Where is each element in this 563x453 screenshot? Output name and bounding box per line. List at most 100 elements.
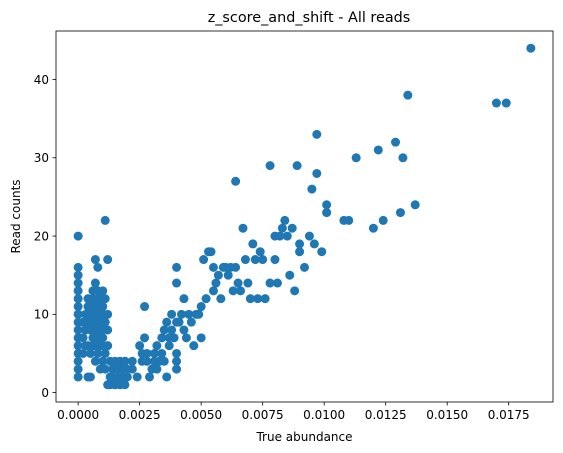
x-tick-label: 0.0075 <box>242 408 284 422</box>
data-point <box>208 286 218 296</box>
data-point <box>272 278 282 288</box>
data-point <box>491 98 501 108</box>
data-point <box>73 294 83 304</box>
data-point <box>287 223 297 233</box>
data-point <box>152 364 162 374</box>
data-point <box>233 278 243 288</box>
data-point <box>373 145 383 155</box>
data-point <box>245 294 255 304</box>
x-tick-label: 0.0175 <box>488 408 530 422</box>
y-tick-label: 40 <box>34 73 49 87</box>
data-point <box>164 341 174 351</box>
data-point <box>368 223 378 233</box>
data-point <box>142 356 152 366</box>
data-point <box>149 348 159 358</box>
data-point <box>410 200 420 210</box>
data-point <box>277 223 287 233</box>
data-point <box>231 176 241 186</box>
data-point <box>135 341 145 351</box>
data-point <box>172 262 182 272</box>
y-tick-label: 10 <box>34 308 49 322</box>
data-point <box>292 161 302 171</box>
data-point <box>184 309 194 319</box>
data-point <box>295 239 305 249</box>
data-point <box>322 200 332 210</box>
data-point <box>501 98 511 108</box>
data-point <box>85 348 95 358</box>
data-point <box>100 215 110 225</box>
data-point <box>317 247 327 257</box>
data-point <box>179 325 189 335</box>
data-point <box>208 262 218 272</box>
data-point <box>145 372 154 382</box>
data-point <box>398 153 408 163</box>
data-point <box>78 333 88 343</box>
data-point <box>395 208 405 218</box>
y-axis-label: Read counts <box>9 179 23 253</box>
data-point <box>275 231 285 241</box>
data-point <box>307 184 317 194</box>
data-point <box>211 278 221 288</box>
data-point <box>174 317 184 327</box>
data-point <box>162 317 172 327</box>
data-point <box>260 294 270 304</box>
data-point <box>186 317 196 327</box>
data-point <box>93 348 103 358</box>
data-point <box>526 43 536 53</box>
data-point <box>169 333 179 343</box>
data-point <box>120 356 130 366</box>
data-point <box>240 255 250 265</box>
data-point <box>90 255 100 265</box>
data-point <box>167 325 177 335</box>
data-point <box>98 286 108 296</box>
data-point <box>216 294 226 304</box>
axes <box>55 30 554 403</box>
x-tick-label: 0.0150 <box>426 408 468 422</box>
data-point <box>73 286 83 296</box>
x-axis-label: True abundance <box>255 430 352 444</box>
x-axis-ticks: 0.0000 0.0025 0.0050 0.0075 0.0100 0.0125 0.01… <box>57 402 530 422</box>
data-point <box>322 208 332 218</box>
data-point <box>270 255 280 265</box>
data-point <box>206 247 216 257</box>
data-point <box>236 286 246 296</box>
data-point <box>90 356 100 366</box>
data-point <box>100 348 110 358</box>
data-point <box>162 372 172 382</box>
data-point <box>285 270 295 280</box>
data-point <box>243 278 253 288</box>
data-point <box>231 262 241 272</box>
data-point <box>93 262 103 272</box>
data-point <box>73 262 83 272</box>
data-point <box>73 302 83 312</box>
data-point <box>280 215 290 225</box>
data-point <box>78 348 88 358</box>
data-point <box>248 239 258 249</box>
data-point <box>140 302 150 312</box>
data-point <box>157 348 167 358</box>
data-point <box>194 309 204 319</box>
y-tick-label: 20 <box>34 229 49 243</box>
data-point <box>196 333 206 343</box>
data-point <box>103 341 113 351</box>
x-tick-label: 0.0125 <box>365 408 407 422</box>
data-point <box>73 278 83 288</box>
data-point <box>142 348 152 358</box>
data-point <box>199 255 209 265</box>
data-points <box>73 43 536 390</box>
data-point <box>255 247 265 257</box>
data-point <box>98 333 108 343</box>
data-point <box>258 255 268 265</box>
data-point <box>98 302 108 312</box>
data-point <box>228 286 238 296</box>
x-tick-label: 0.0100 <box>303 408 345 422</box>
data-point <box>73 341 83 351</box>
data-point <box>304 231 314 241</box>
data-point <box>122 372 132 382</box>
data-point <box>309 239 319 249</box>
data-point <box>73 231 83 241</box>
data-point <box>120 380 130 390</box>
data-point <box>73 270 83 280</box>
data-point <box>103 309 113 319</box>
data-point <box>181 333 191 343</box>
